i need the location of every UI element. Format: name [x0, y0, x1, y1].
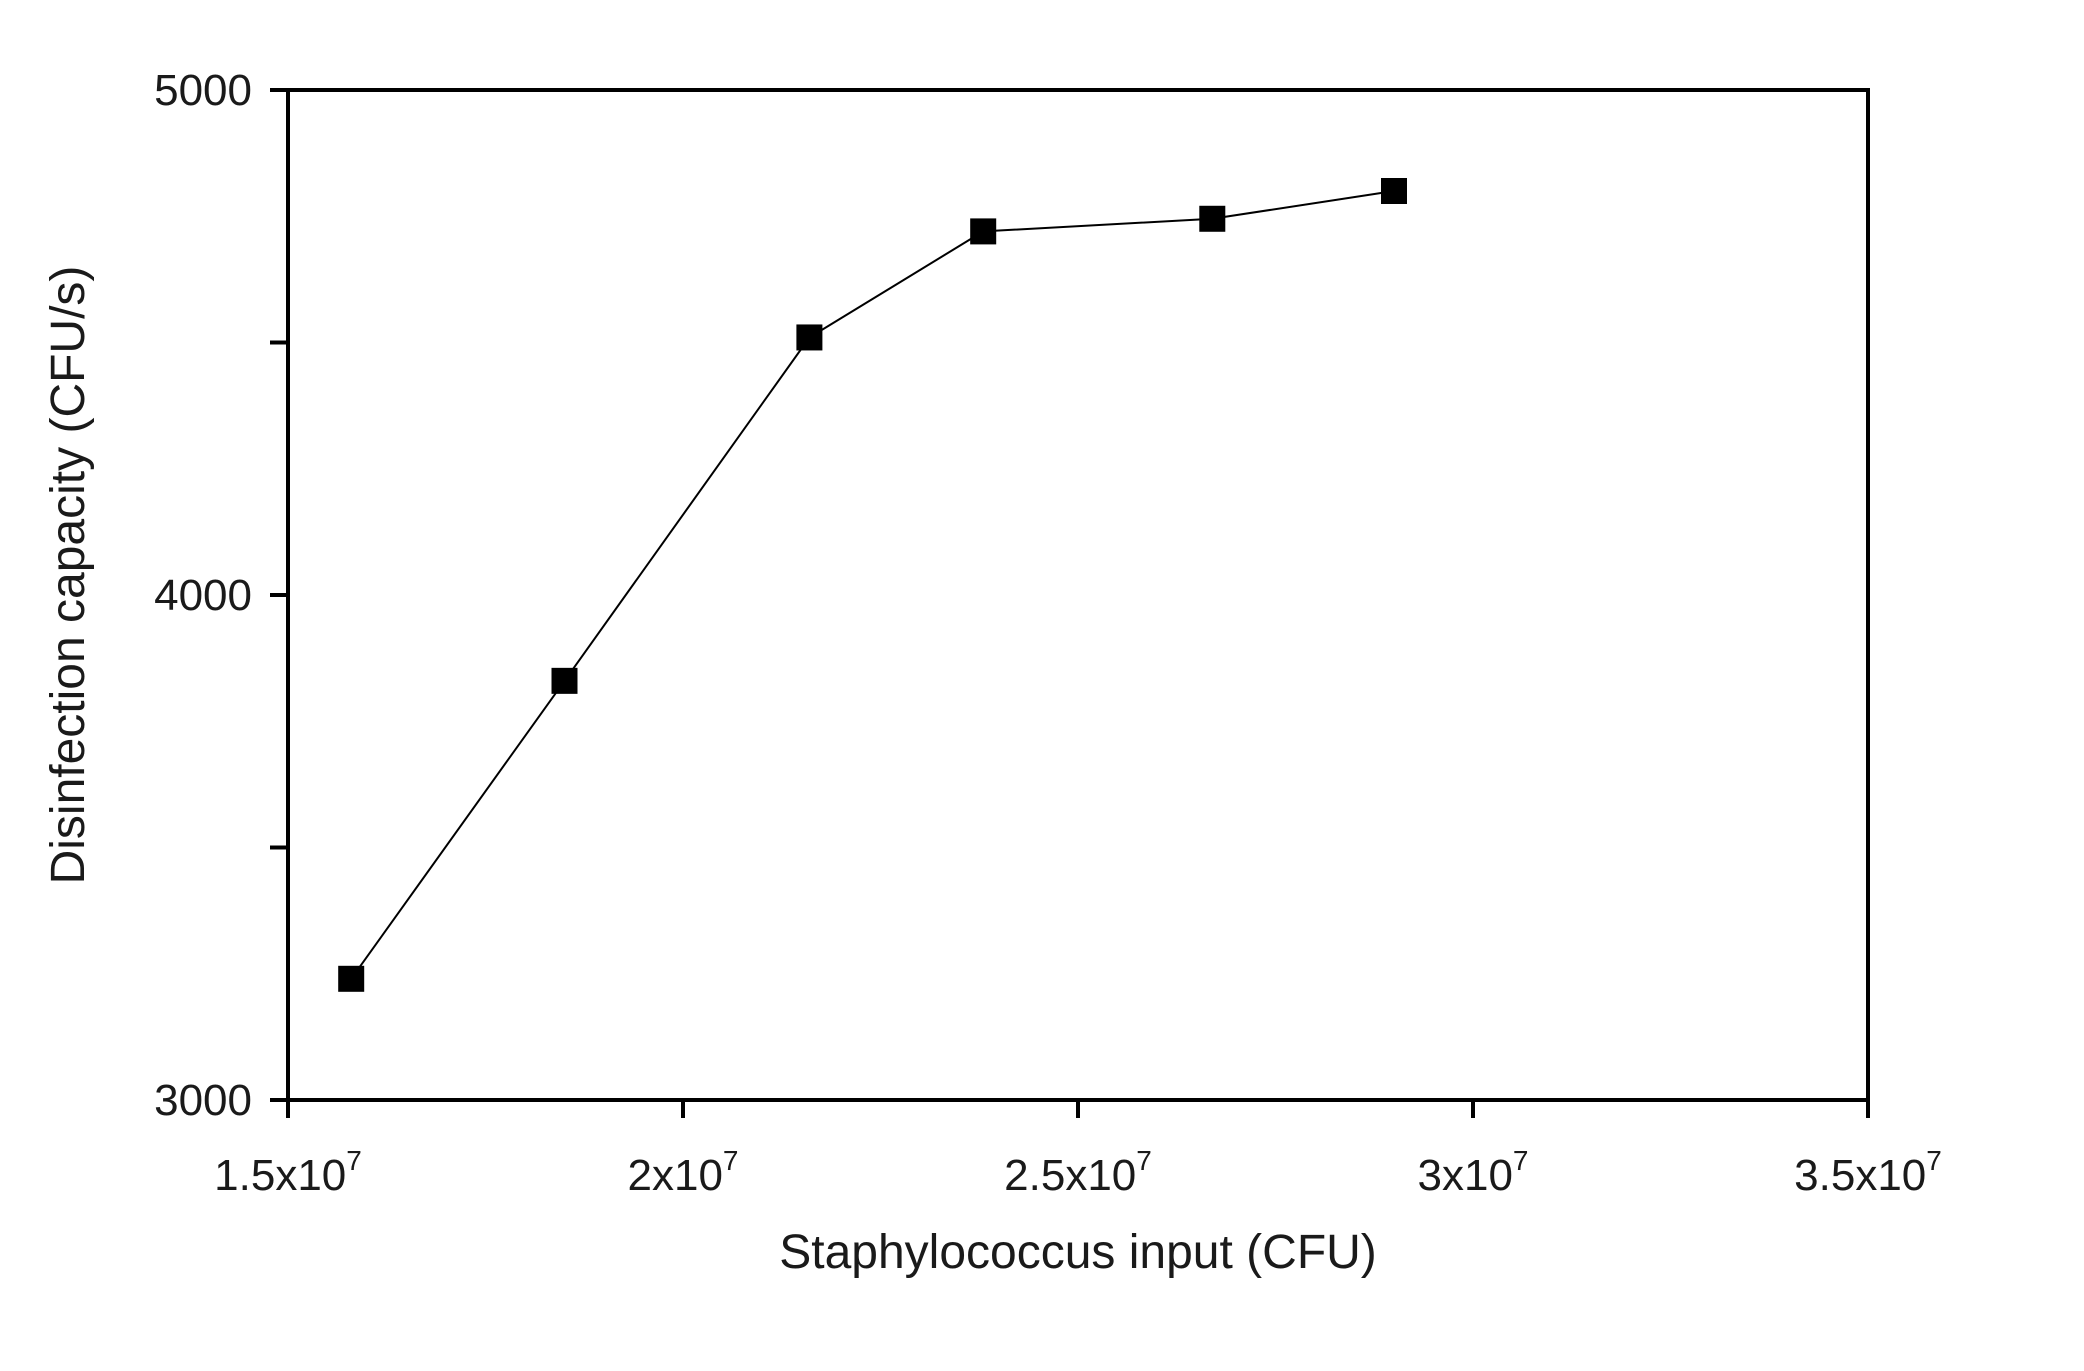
- data-point-marker: [796, 324, 823, 351]
- x-axis-title: Staphylococcus input (CFU): [779, 1226, 1377, 1279]
- data-point-marker: [551, 667, 578, 694]
- x-tick-mantissa: 3.5x10: [1794, 1151, 1926, 1200]
- x-axis-ticks: 1.5x107 2x107 2.5x107 3x107 3.5x107: [214, 1100, 1942, 1200]
- data-point-marker: [1199, 205, 1226, 232]
- x-tick-exponent: 7: [1136, 1145, 1152, 1176]
- y-tick-label: 4000: [154, 571, 252, 620]
- x-tick-mantissa: 3x10: [1418, 1151, 1513, 1200]
- y-tick-label: 5000: [154, 66, 252, 115]
- y-axis-ticks: 3000 4000 5000: [154, 66, 288, 1125]
- x-tick-exponent: 7: [1513, 1145, 1529, 1176]
- x-tick-label: 1.5x107: [214, 1145, 362, 1200]
- x-tick-mantissa: 1.5x10: [214, 1151, 346, 1200]
- x-tick-label: 2.5x107: [1004, 1145, 1152, 1200]
- series: [338, 178, 1407, 992]
- x-tick-exponent: 7: [723, 1145, 739, 1176]
- x-tick-label: 3x107: [1418, 1145, 1529, 1200]
- data-point-marker: [338, 965, 365, 992]
- x-tick-label: 3.5x107: [1794, 1145, 1942, 1200]
- y-axis-title: Disinfection capacity (CFU/s): [42, 266, 95, 885]
- data-point-marker: [970, 218, 997, 245]
- x-tick-mantissa: 2.5x10: [1004, 1151, 1136, 1200]
- x-tick-exponent: 7: [346, 1145, 362, 1176]
- x-tick-exponent: 7: [1926, 1145, 1942, 1176]
- x-tick-mantissa: 2x10: [628, 1151, 723, 1200]
- data-point-marker: [1381, 178, 1407, 204]
- plot-frame: [286, 88, 1870, 1102]
- x-tick-label: 2x107: [628, 1145, 739, 1200]
- y-tick-label: 3000: [154, 1076, 252, 1125]
- series-line: [350, 190, 1395, 980]
